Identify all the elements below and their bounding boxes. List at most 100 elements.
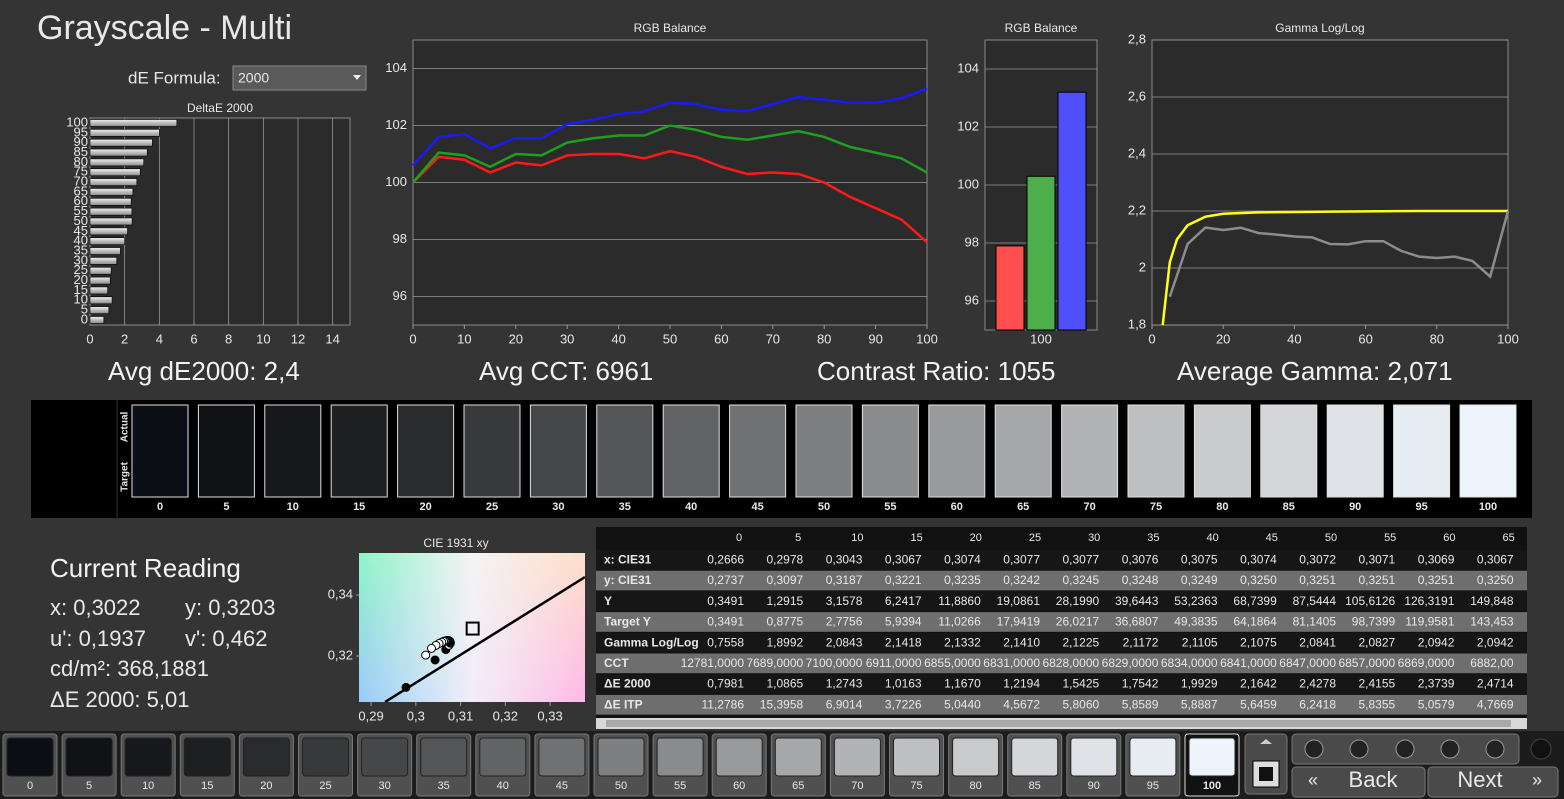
level-swatch[interactable]	[183, 737, 231, 777]
y-tick-label: 2,6	[1128, 88, 1146, 103]
formula-value[interactable]: 2000	[238, 70, 269, 86]
level-label[interactable]: 75	[910, 780, 922, 792]
table-cell: 1,2194	[1003, 677, 1040, 691]
level-label[interactable]: 55	[674, 780, 686, 792]
column-header: 15	[910, 532, 922, 544]
chart-title: RGB Balance	[634, 21, 707, 35]
level-label[interactable]: 70	[851, 780, 863, 792]
next-label[interactable]: Next	[1457, 767, 1502, 792]
level-label[interactable]: 25	[319, 780, 331, 792]
level-label[interactable]: 65	[792, 780, 804, 792]
up-arrow[interactable]	[1260, 739, 1272, 744]
level-swatch[interactable]	[597, 737, 645, 777]
swatch-label: 75	[1150, 501, 1162, 513]
x-tick-label: 0,33	[537, 708, 562, 723]
level-swatch[interactable]	[420, 737, 468, 777]
level-label[interactable]: 0	[27, 780, 33, 792]
level-label[interactable]: 85	[1029, 780, 1041, 792]
table-cell: 0,7558	[707, 635, 744, 649]
swatch-border	[729, 404, 787, 498]
page-title: Grayscale - Multi	[37, 9, 292, 47]
formula-dropdown[interactable]	[232, 65, 367, 91]
level-label[interactable]: 30	[378, 780, 390, 792]
bar	[89, 119, 178, 127]
swatch-target	[862, 451, 919, 497]
table-cell: 5,8589	[1122, 697, 1159, 711]
next-arrows[interactable]: »	[1532, 770, 1542, 790]
table-cell: 6,2417	[885, 594, 922, 608]
loop-button[interactable]	[1440, 739, 1460, 759]
level-label[interactable]: 50	[615, 780, 627, 792]
dropdown-arrow[interactable]	[353, 75, 361, 80]
level-swatch[interactable]	[1188, 737, 1236, 777]
stop-button[interactable]	[1304, 739, 1324, 759]
level-label[interactable]: 60	[733, 780, 745, 792]
table-cell: 0,3249	[1181, 573, 1218, 587]
table-cell: 2,4714	[1477, 677, 1514, 691]
level-swatch[interactable]	[715, 737, 763, 777]
swatch-border	[131, 404, 189, 498]
x-tick-label: 70	[766, 331, 780, 346]
back-arrows[interactable]: «	[1308, 770, 1318, 790]
level-label[interactable]: 80	[969, 780, 981, 792]
column-header: 30	[1088, 532, 1100, 544]
swatch-target	[132, 451, 188, 497]
level-label[interactable]: 35	[438, 780, 450, 792]
level-label[interactable]: 15	[201, 780, 213, 792]
next-button[interactable]	[1427, 766, 1559, 798]
level-label[interactable]: 10	[142, 780, 154, 792]
category-label: 30	[74, 252, 88, 267]
swatch-border	[529, 404, 587, 498]
level-swatch[interactable]	[893, 737, 940, 777]
level-swatch[interactable]	[833, 737, 881, 777]
table-cell: 0,3250	[1240, 573, 1277, 587]
swatch-actual	[1194, 405, 1251, 451]
level-swatch[interactable]	[124, 737, 172, 777]
y-tick-label: 96	[393, 288, 407, 303]
level-swatch[interactable]	[65, 737, 113, 777]
cie-background-overlay	[359, 553, 585, 702]
formula-label: dE Formula:	[128, 68, 221, 87]
level-label[interactable]: 20	[260, 780, 272, 792]
level-swatch[interactable]	[479, 737, 527, 777]
level-swatch[interactable]	[538, 737, 586, 777]
level-swatch[interactable]	[1011, 737, 1059, 777]
measure-button[interactable]	[1395, 739, 1415, 759]
back-label[interactable]: Back	[1349, 767, 1399, 792]
level-label[interactable]: 95	[1147, 780, 1159, 792]
table-cell: 3,1578	[826, 594, 863, 608]
data-point	[426, 643, 436, 653]
swatch-border	[1061, 404, 1119, 498]
y-tick-label: 96	[965, 292, 979, 307]
level-label[interactable]: 90	[1088, 780, 1100, 792]
level-label[interactable]: 45	[556, 780, 568, 792]
category-label: 85	[74, 144, 88, 159]
level-swatch[interactable]	[6, 737, 54, 777]
level-label[interactable]: 40	[497, 780, 509, 792]
record-button[interactable]	[1530, 738, 1552, 760]
table-cell: 2,0841	[1299, 635, 1336, 649]
swatch-label: 5	[223, 501, 229, 513]
level-label[interactable]: 100	[1203, 780, 1221, 792]
swatch-label: 35	[619, 501, 631, 513]
table-cell: 0,3067	[885, 553, 922, 567]
level-swatch[interactable]	[1129, 737, 1177, 777]
level-label[interactable]: 5	[86, 780, 92, 792]
category-label: 25	[74, 262, 88, 277]
level-swatch[interactable]	[774, 737, 822, 777]
back-button[interactable]	[1291, 766, 1426, 798]
level-swatch[interactable]	[302, 737, 349, 777]
refresh-button[interactable]	[1485, 739, 1505, 759]
scroll-thumb[interactable]	[606, 720, 1511, 727]
level-swatch[interactable]	[656, 737, 704, 777]
level-swatch[interactable]	[1070, 737, 1118, 777]
bar	[89, 227, 128, 236]
level-swatch[interactable]	[361, 737, 409, 777]
level-swatch[interactable]	[242, 737, 290, 777]
bar	[89, 168, 141, 177]
play-button[interactable]	[1349, 739, 1369, 759]
column-header: 5	[795, 532, 801, 544]
table-cell: 6,2418	[1299, 697, 1336, 711]
level-swatch[interactable]	[952, 737, 1000, 777]
bar	[89, 286, 108, 295]
